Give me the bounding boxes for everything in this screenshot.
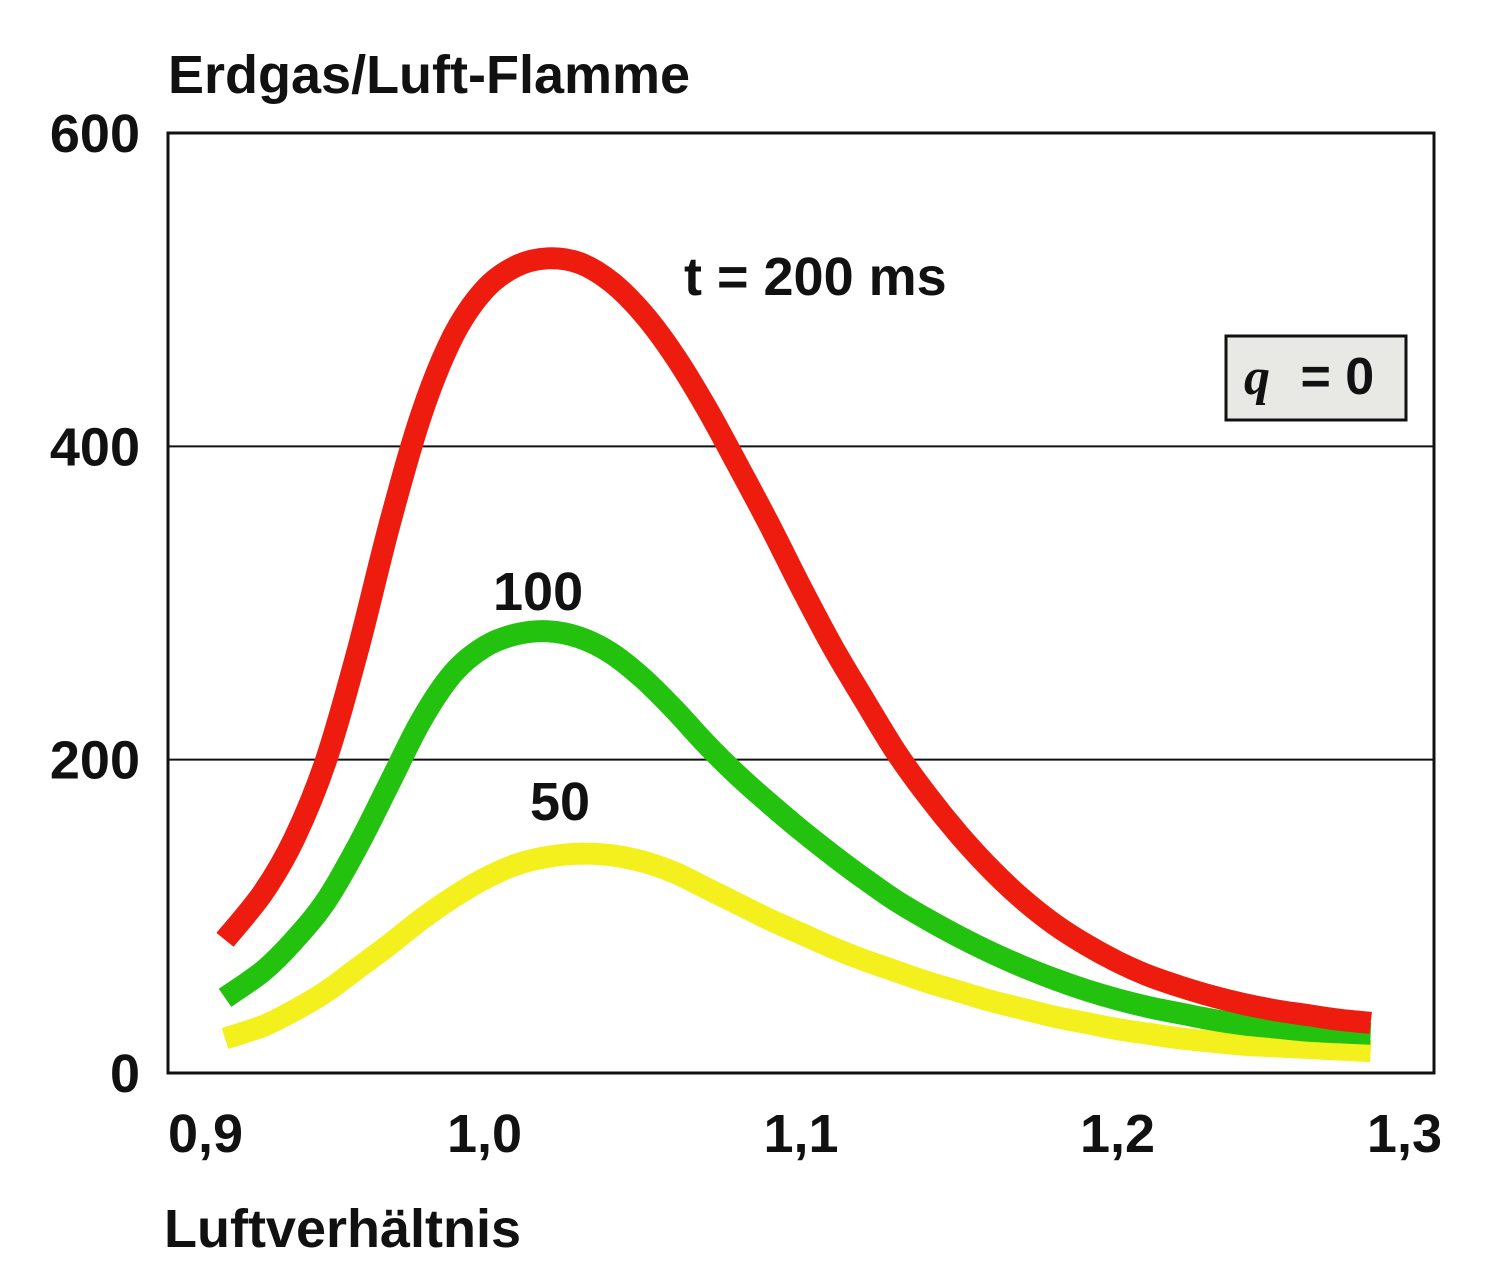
y-tick-label: 200 bbox=[50, 731, 140, 791]
y-tick-label: 400 bbox=[50, 417, 140, 477]
series-lines bbox=[216, 247, 1372, 1063]
x-axis-label: Luftverhältnis bbox=[164, 1199, 521, 1259]
x-axis-ticks: 0,9 1,0 1,1 1,2 1,3 bbox=[168, 1104, 1442, 1164]
q-annotation-frame bbox=[1224, 334, 1408, 422]
series-label-50: 50 bbox=[530, 772, 590, 832]
x-tick-label: 0,9 bbox=[168, 1104, 243, 1164]
y-tick-label: 0 bbox=[110, 1044, 140, 1104]
y-tick-label: 600 bbox=[50, 104, 140, 164]
y-axis-ticks: 0 200 400 600 bbox=[50, 104, 140, 1104]
series-label-100: 100 bbox=[493, 562, 583, 622]
grid-lines bbox=[168, 445, 1434, 761]
series-line-200ms bbox=[216, 247, 1372, 1034]
x-tick-label: 1,2 bbox=[1080, 1104, 1155, 1164]
q-annotation-box: q = 0 bbox=[1224, 334, 1408, 422]
x-tick-label: 1,0 bbox=[447, 1104, 522, 1164]
series-line-100 bbox=[218, 620, 1372, 1045]
q-annotation-var: q bbox=[1244, 349, 1270, 406]
plot-frame bbox=[166, 131, 1436, 1075]
x-tick-label: 1,1 bbox=[763, 1104, 838, 1164]
series-line-50 bbox=[221, 842, 1372, 1063]
q-annotation-rest: = 0 bbox=[1300, 348, 1374, 406]
x-tick-label: 1,3 bbox=[1367, 1104, 1442, 1164]
q-annotation-text: q = 0 bbox=[1244, 348, 1374, 406]
series-label-200ms: t = 200 ms bbox=[684, 247, 947, 307]
chart-title: Erdgas/Luft-Flamme bbox=[168, 45, 690, 105]
